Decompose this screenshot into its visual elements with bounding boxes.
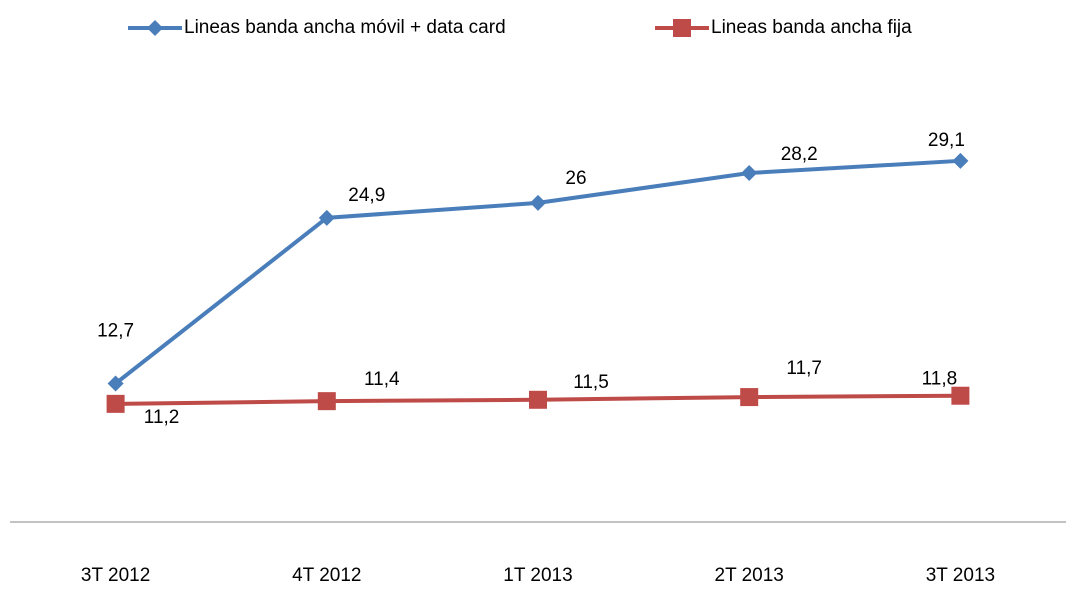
data-point <box>106 394 125 413</box>
legend-marker <box>147 20 163 36</box>
data-point <box>529 390 547 409</box>
x-tick-label: 4T 2012 <box>292 565 361 586</box>
x-tick-label: 1T 2013 <box>503 565 572 586</box>
x-tick-label: 3T 2012 <box>81 565 150 586</box>
data-label: 11,4 <box>364 369 400 390</box>
data-point <box>530 194 546 211</box>
x-tick-label: 2T 2013 <box>715 565 784 586</box>
data-point <box>107 375 124 392</box>
data-label: 11,5 <box>573 372 609 393</box>
data-point <box>952 152 969 169</box>
data-point <box>740 388 759 407</box>
data-label: 11,2 <box>144 407 180 428</box>
data-point <box>317 392 336 411</box>
legend-label: Lineas banda ancha móvil + data card <box>184 17 506 38</box>
data-label: 28,2 <box>781 144 818 165</box>
data-point <box>741 165 758 182</box>
data-point <box>318 209 335 226</box>
data-label: 11,8 <box>922 369 958 390</box>
legend-marker <box>673 19 691 37</box>
data-label: 29,1 <box>928 130 965 151</box>
series-line <box>114 158 961 386</box>
legend-label: Lineas banda ancha fija <box>711 17 912 38</box>
x-tick-label: 3T 2013 <box>926 565 995 586</box>
data-label: 11,7 <box>786 358 822 379</box>
data-point <box>951 386 970 405</box>
data-label: 12,7 <box>97 321 134 342</box>
data-label: 24,9 <box>348 185 385 206</box>
data-label: 26 <box>565 168 586 189</box>
